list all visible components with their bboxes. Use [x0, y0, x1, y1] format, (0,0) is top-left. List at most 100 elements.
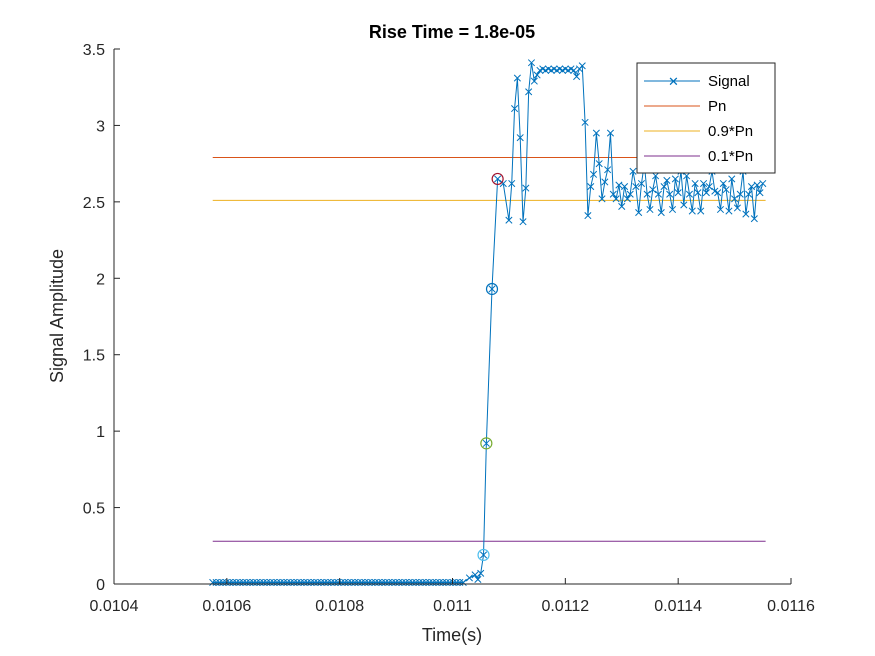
- signal-point: [516, 134, 524, 142]
- signal-point: [253, 578, 261, 587]
- signal-point: [722, 186, 730, 194]
- signal-point: [592, 129, 600, 137]
- x-tick-label: 0.0114: [654, 598, 702, 615]
- y-tick-label: 0: [96, 577, 105, 594]
- signal-point: [618, 202, 626, 210]
- signal-point: [584, 212, 592, 220]
- signal-point: [688, 207, 696, 215]
- signal-point: [331, 578, 339, 587]
- signal-point: [525, 88, 533, 96]
- signal-point: [612, 195, 620, 203]
- signal-point: [327, 578, 335, 587]
- signal-point: [716, 205, 725, 214]
- signal-point: [474, 575, 482, 583]
- legend-label-pn: Pn: [708, 98, 726, 115]
- signal-point: [683, 172, 691, 180]
- signal-point: [361, 578, 369, 587]
- signal-point: [615, 181, 623, 189]
- signal-point: [391, 578, 400, 587]
- signal-point: [747, 183, 756, 191]
- y-axis-title: Signal Amplitude: [47, 249, 67, 383]
- signal-point: [606, 129, 615, 137]
- signal-point: [488, 285, 496, 293]
- signal-point: [728, 175, 736, 183]
- signal-point: [697, 207, 705, 215]
- signal-point: [266, 578, 274, 587]
- signal-point: [595, 160, 603, 168]
- signal-point: [371, 578, 379, 587]
- signal-point: [671, 175, 679, 183]
- signal-point: [215, 578, 224, 587]
- signal-point: [280, 578, 288, 587]
- signal-point: [623, 195, 631, 203]
- signal-point: [449, 578, 457, 587]
- y-tick-label: 1: [96, 424, 105, 441]
- signal-point: [570, 66, 578, 74]
- x-tick-label: 0.0112: [541, 598, 589, 615]
- signal-point: [419, 578, 427, 587]
- threshold-marker: [480, 437, 493, 450]
- signal-point: [511, 105, 519, 113]
- signal-point: [756, 189, 764, 197]
- signal-point: [273, 578, 281, 587]
- y-tick-label: 3.5: [83, 42, 105, 59]
- signal-point: [375, 578, 383, 587]
- threshold-markers: [477, 172, 504, 562]
- signal-point: [601, 178, 609, 186]
- signal-point: [456, 578, 464, 587]
- signal-point: [629, 167, 637, 175]
- signal-point: [341, 578, 349, 587]
- signal-point: [643, 190, 651, 198]
- signal-point: [621, 183, 629, 191]
- signal-point: [654, 190, 662, 198]
- signal-point: [307, 578, 315, 587]
- signal-point: [691, 179, 699, 188]
- signal-point: [753, 181, 761, 189]
- signal-point: [750, 215, 758, 223]
- threshold-marker: [477, 548, 490, 562]
- signal-point: [300, 578, 308, 587]
- signal-point: [705, 183, 713, 191]
- signal-point: [508, 179, 516, 188]
- signal-point: [249, 578, 257, 587]
- legend-label-pn10: 0.1*Pn: [708, 148, 753, 165]
- legend: ✕ Signal Pn 0.9*Pn 0.1*Pn: [636, 62, 776, 174]
- signal-point: [742, 210, 750, 218]
- x-tick-label: 0.0104: [90, 598, 139, 615]
- signal-point: [626, 190, 634, 198]
- signal-point: [573, 72, 581, 81]
- signal-point: [259, 578, 268, 587]
- signal-point: [736, 190, 744, 198]
- signal-point: [598, 195, 606, 203]
- y-axis-ticks: 0 0.5 1 1.5 2 2.5 3 3.5: [83, 42, 120, 594]
- signal-point: [513, 74, 521, 82]
- signal-point: [494, 175, 502, 183]
- x-axis-title: Time(s): [422, 625, 482, 645]
- signal-point: [652, 172, 660, 180]
- signal-point: [425, 578, 433, 587]
- signal-point: [408, 578, 416, 587]
- signal-point: [432, 578, 440, 587]
- signal-point: [303, 578, 312, 587]
- x-axis-ticks: 0.0104 0.0106 0.0108 0.011 0.0112 0.0114 0.011…: [90, 578, 815, 615]
- signal-point: [471, 571, 479, 579]
- threshold-marker: [491, 172, 504, 186]
- signal-point: [405, 578, 413, 587]
- signal-point: [680, 201, 688, 209]
- signal-point: [320, 578, 328, 587]
- signal-point: [388, 578, 396, 587]
- x-tick-label: 0.0108: [315, 598, 364, 615]
- signal-point: [581, 118, 589, 126]
- signal-point: [479, 551, 488, 559]
- signal-point: [219, 578, 227, 587]
- signal-point: [442, 578, 450, 587]
- x-tick-label: 0.011: [433, 598, 472, 615]
- signal-point: [646, 205, 654, 214]
- signal-point: [685, 190, 694, 198]
- legend-marker-signal: ✕: [668, 74, 679, 89]
- signal-point: [637, 179, 646, 188]
- signal-point: [465, 574, 473, 582]
- signal-point: [232, 578, 240, 587]
- signal-point: [663, 176, 671, 185]
- y-tick-label: 1.5: [83, 348, 105, 365]
